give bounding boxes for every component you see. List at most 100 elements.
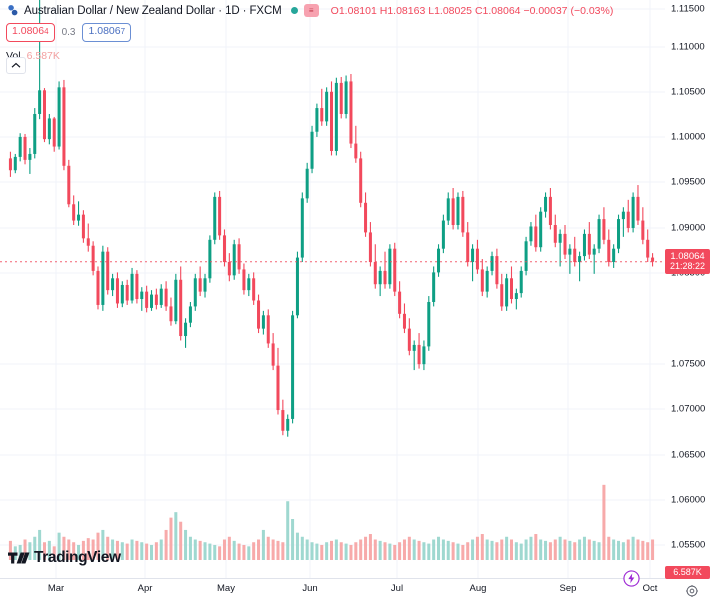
- tradingview-logo[interactable]: TradingView: [8, 548, 121, 567]
- volume-bar: [295, 532, 299, 560]
- volume-bar: [621, 542, 625, 560]
- collapse-pane-button[interactable]: [6, 57, 26, 74]
- candle-body: [621, 211, 625, 220]
- candle-body: [617, 219, 621, 249]
- volume-bar: [475, 536, 479, 560]
- volume-bar: [86, 538, 90, 560]
- volume-legend-row: Vol 6.587K: [6, 48, 613, 63]
- candle-body: [441, 220, 445, 249]
- candle-body: [111, 278, 115, 291]
- time-tick: Apr: [137, 583, 153, 594]
- volume-bar: [169, 517, 173, 560]
- candle-body: [247, 278, 251, 291]
- candle-body: [539, 211, 543, 248]
- candle-body: [164, 288, 168, 307]
- volume-bar: [597, 542, 601, 560]
- symbol-title[interactable]: Australian Dollar / New Zealand Dollar ·…: [24, 4, 282, 17]
- candle-body: [344, 81, 348, 114]
- current-price-value: 1.08064: [670, 250, 705, 262]
- chevron-up-icon: [11, 62, 21, 68]
- volume-bar: [456, 543, 460, 560]
- candle-body: [495, 256, 499, 285]
- candle-body: [354, 143, 358, 159]
- ask-price-badge[interactable]: 1.08067: [82, 23, 132, 42]
- volume-bar: [106, 536, 110, 560]
- price-tick: 1.10500: [671, 86, 706, 98]
- volume-bar: [125, 543, 129, 560]
- candle-body: [509, 278, 514, 300]
- candle-body: [120, 284, 124, 304]
- candle-body: [437, 248, 441, 273]
- volume-bar: [466, 542, 470, 560]
- candle-body: [57, 87, 61, 147]
- volume-bar: [437, 536, 441, 560]
- volume-bar: [490, 540, 494, 560]
- candle-body: [427, 301, 431, 347]
- candle-body: [266, 315, 270, 344]
- time-axis[interactable]: Mar Apr May Jun Jul Aug Sep Oct: [0, 578, 710, 600]
- candle-body: [227, 262, 231, 276]
- candle-body: [631, 196, 635, 228]
- candle-body: [373, 262, 377, 285]
- candle-body: [310, 131, 314, 169]
- chart-style-chip[interactable]: ≡: [303, 4, 319, 17]
- candle-body: [252, 278, 256, 301]
- candle-body: [286, 418, 290, 431]
- volume-bar: [524, 539, 528, 560]
- price-tick: 1.09500: [671, 176, 706, 188]
- volume-bar: [587, 539, 591, 560]
- candle-body: [548, 196, 552, 226]
- time-tick: Jun: [302, 583, 318, 594]
- volume-bar: [388, 543, 392, 560]
- volume-bar: [193, 539, 197, 560]
- volume-bar: [612, 539, 616, 560]
- candle-body: [125, 284, 129, 301]
- candle-body: [295, 257, 299, 316]
- candle-body: [475, 248, 479, 270]
- candle-body: [42, 90, 46, 140]
- volume-bar: [349, 544, 353, 560]
- candle-body: [320, 108, 324, 122]
- volume-bar: [149, 544, 154, 560]
- bid-ask-row: 1.08064 0.3 1.08067: [6, 23, 613, 42]
- volume-bar: [242, 544, 246, 560]
- volume-bar: [446, 540, 450, 560]
- candle-body: [500, 284, 504, 307]
- settings-gear-icon[interactable]: [685, 584, 699, 598]
- candle-body: [563, 233, 567, 255]
- candle-body: [334, 82, 338, 151]
- volume-axis-tag: 6.587K: [665, 566, 710, 579]
- tradingview-wordmark: TradingView: [34, 548, 121, 566]
- lightning-bolt-icon[interactable]: [623, 570, 640, 587]
- candle-body: [18, 136, 22, 157]
- volume-bar: [111, 539, 115, 560]
- volume-bar: [305, 539, 309, 560]
- ohlc-low-label: L: [428, 4, 435, 17]
- candle-body: [456, 196, 460, 226]
- price-axis[interactable]: 1.11500 1.11000 1.10500 1.10000 1.09500 1.090…: [665, 0, 710, 578]
- candle-body: [514, 293, 518, 300]
- candle-body: [393, 248, 397, 292]
- bid-price-badge[interactable]: 1.08064: [6, 23, 55, 42]
- candle-body: [101, 251, 105, 305]
- candlestick-series: [8, 0, 655, 560]
- volume-bar: [208, 543, 212, 560]
- volume-bar: [509, 539, 514, 560]
- time-tick: Mar: [47, 583, 65, 594]
- ohlc-close-value: 1.08064: [482, 4, 521, 17]
- candle-body: [573, 248, 577, 263]
- candle-body: [578, 256, 582, 263]
- volume-bar: [222, 539, 226, 560]
- candle-body: [339, 82, 343, 114]
- volume-bar: [364, 536, 368, 560]
- volume-bar: [578, 539, 582, 560]
- price-tick: 1.10000: [671, 131, 706, 143]
- chart-plot-area[interactable]: [0, 0, 665, 578]
- candle-body: [52, 118, 56, 147]
- volume-bar: [52, 546, 56, 560]
- volume-bar: [558, 536, 562, 560]
- volume-bar: [227, 536, 231, 560]
- candle-body: [383, 270, 387, 285]
- candle-body: [38, 90, 42, 114]
- volume-bar: [174, 512, 178, 560]
